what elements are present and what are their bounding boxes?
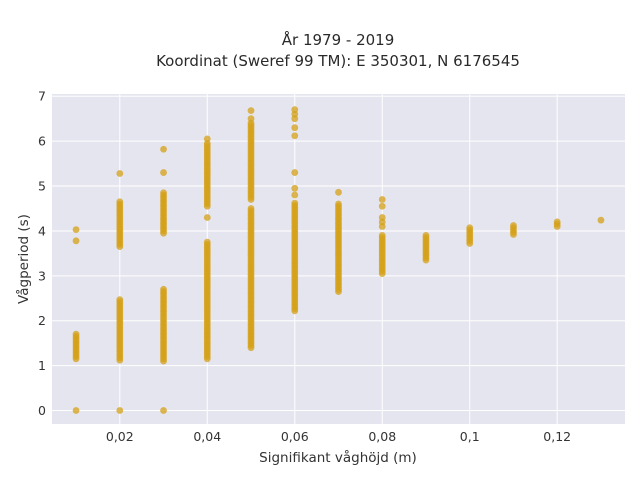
x-tick-label: 0,02 (106, 429, 134, 444)
x-tick-label: 0,1 (460, 429, 480, 444)
x-tick-labels: 0,02 0,04 0,06 0,08 0,1 0,12 (106, 429, 571, 444)
data-point (378, 202, 386, 210)
data-point (335, 188, 342, 196)
data-point (116, 407, 124, 414)
data-point (291, 132, 299, 140)
data-point (160, 285, 167, 293)
data-point (160, 407, 167, 414)
x-tick-label: 0,12 (543, 429, 571, 444)
data-point (160, 189, 167, 197)
data-point (510, 222, 517, 229)
data-point (335, 200, 342, 208)
y-tick-labels: 0 1 2 3 4 5 6 7 (38, 89, 46, 418)
data-point (116, 170, 124, 177)
y-tick-label: 7 (38, 89, 46, 104)
data-point (247, 115, 255, 123)
x-tick-label: 0,08 (368, 429, 396, 444)
data-point (116, 296, 124, 304)
x-tick-label: 0,06 (281, 429, 309, 444)
data-point (160, 145, 167, 153)
y-tick-label: 3 (38, 268, 46, 283)
data-point (291, 191, 299, 199)
data-point (291, 124, 299, 132)
data-point (72, 237, 80, 245)
data-point (203, 135, 211, 143)
y-tick-label: 6 (38, 134, 46, 149)
data-points (72, 106, 605, 414)
data-point (378, 196, 386, 203)
y-tick-label: 4 (38, 223, 46, 238)
data-point (203, 238, 211, 246)
x-tick-label: 0,04 (193, 429, 221, 444)
data-point (291, 169, 299, 176)
data-point (378, 232, 386, 239)
data-point (116, 198, 124, 206)
y-tick-label: 5 (38, 179, 46, 194)
data-point (597, 216, 605, 224)
data-point (72, 330, 80, 338)
data-point (72, 407, 80, 414)
data-point (466, 224, 474, 232)
data-point (422, 232, 430, 239)
data-point (291, 199, 299, 207)
data-point (291, 106, 299, 114)
data-point (72, 226, 80, 233)
data-point (247, 107, 255, 115)
y-tick-label: 1 (38, 358, 46, 373)
chart-title-line2: Koordinat (Sweref 99 TM): E 350301, N 61… (156, 52, 520, 70)
y-tick-label: 0 (38, 403, 46, 418)
data-point (291, 184, 299, 192)
data-point (203, 214, 211, 221)
y-tick-label: 2 (38, 313, 46, 328)
y-axis-label: Vågperiod (s) (15, 214, 32, 304)
data-point (247, 205, 255, 212)
data-point (378, 214, 386, 221)
data-point (553, 218, 561, 226)
data-point (160, 169, 167, 176)
chart-title-line1: År 1979 - 2019 (282, 30, 395, 49)
x-axis-label: Signifikant våghöjd (m) (259, 449, 417, 466)
